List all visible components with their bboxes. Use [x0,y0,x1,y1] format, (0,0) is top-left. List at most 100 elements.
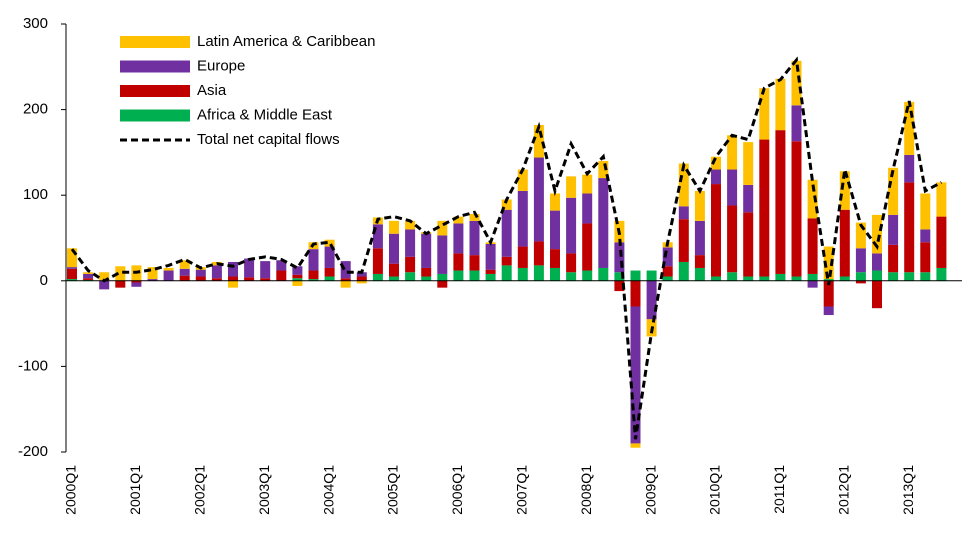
bar [936,216,947,268]
bar [694,190,705,221]
bar [743,142,754,185]
bar [244,258,255,278]
bar [743,276,754,281]
legend-swatch [120,60,190,73]
x-tick-label: 2008Q1 [578,465,594,515]
bar [469,214,480,221]
bar [324,239,335,247]
bar [67,248,77,268]
bar [260,278,271,281]
bar [533,157,544,242]
bar [501,199,512,210]
y-tick-label: 100 [23,186,48,203]
bar [694,267,705,281]
bar [566,253,577,273]
bar [389,263,399,277]
bar [405,272,416,281]
bar [678,219,689,262]
bar [179,260,190,269]
bar [791,105,802,142]
legend-label: Africa & Middle East [197,106,333,123]
bar [469,220,480,256]
bar [711,184,721,277]
x-tick-label: 2009Q1 [642,465,658,515]
bar [99,272,110,281]
x-tick-label: 2007Q1 [514,465,530,515]
bar [936,267,947,281]
bar [469,255,480,271]
bar [855,272,866,281]
bar [550,193,560,211]
bar [630,280,641,307]
bar [550,267,560,281]
bar [501,265,512,281]
bar [228,280,238,288]
bar [872,253,882,271]
bar [694,255,705,268]
bar [405,220,416,230]
x-tick-label: 2013Q1 [900,465,916,515]
bar [147,267,158,280]
bar [791,141,802,277]
bar [437,220,448,236]
bar [872,280,882,309]
bar [421,276,432,281]
y-tick-label: 200 [23,101,48,118]
bar [308,270,319,280]
x-tick-label: 2010Q1 [707,465,723,515]
legend-label: Total net capital flows [197,131,340,148]
bar [727,135,738,170]
bar [920,272,931,281]
bar [453,216,464,224]
bar [566,197,577,254]
bar [485,243,496,270]
bar [775,78,786,131]
bar [211,265,222,279]
bar [904,272,915,281]
x-tick-label: 2005Q1 [385,465,401,515]
bar [920,242,931,273]
bar [920,193,931,230]
bar [855,280,866,284]
bar [743,184,754,213]
bar [83,272,94,274]
bar [67,267,77,269]
bar [550,210,560,250]
bar [453,270,464,281]
bar [646,280,657,320]
bar [163,267,174,271]
bar [662,276,673,281]
bar [855,248,866,273]
bar [405,229,416,257]
bar [244,277,255,281]
x-tick-label: 2012Q1 [836,465,852,515]
bar [614,272,625,281]
bar [372,224,383,249]
bar [163,270,174,281]
bar [276,270,287,281]
bar [485,273,496,281]
bar [759,88,770,140]
bar [775,130,786,274]
bar [791,276,802,281]
bar [662,266,673,277]
bar [179,275,190,281]
bar [517,169,528,191]
bar [936,182,947,217]
bar [727,205,738,273]
legend-swatch [120,85,190,97]
bar [324,246,335,268]
bar [839,209,850,277]
legend-swatch [120,109,190,122]
bar [179,268,190,276]
bar [131,280,142,283]
bar [920,229,931,243]
bar [888,167,899,215]
bar [807,280,818,288]
bar [292,274,303,279]
bar [324,276,335,281]
legend-label: Europe [197,57,245,74]
bar [83,278,94,280]
bar [823,279,834,281]
